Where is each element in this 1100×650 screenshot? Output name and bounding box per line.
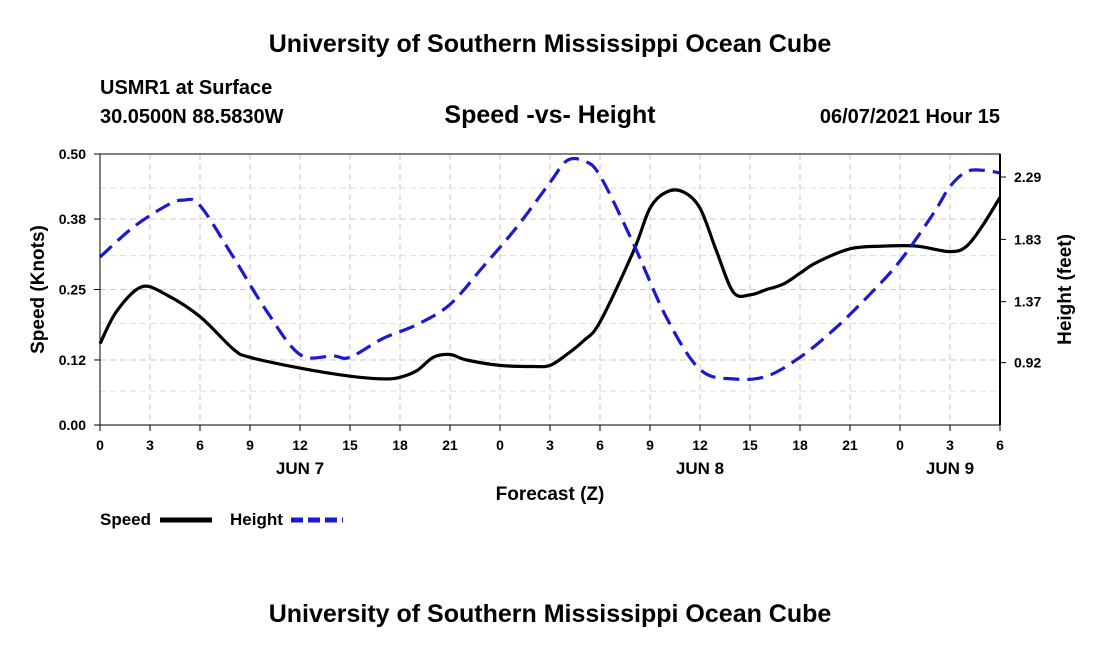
x-tick-label: 6 [196,437,204,453]
y2-tick-label: 0.92 [1014,355,1041,371]
footer-title: University of Southern Mississippi Ocean… [268,600,832,628]
x-tick-label: 3 [946,437,954,453]
x-tick-label: 3 [546,437,554,453]
x-tick-label: 0 [896,437,904,453]
grid-lines [100,154,1000,425]
y-tick-label: 0.00 [59,417,86,433]
day-label: JUN 8 [676,459,724,478]
x-tick-label: 6 [996,437,1004,453]
y2-tick-label: 2.29 [1014,169,1041,185]
y-tick-label: 0.50 [59,146,86,162]
y-tick-label: 0.12 [59,352,86,368]
station-coordinates: 30.0500N 88.5830W [100,106,284,128]
speed-series-line [98,188,1002,381]
y2-tick-label: 1.37 [1014,294,1041,310]
x-tick-label: 0 [496,437,504,453]
legend: Speed Height [100,510,343,529]
y2-axis-label: Height (feet) [1055,234,1076,345]
x-tick-label: 3 [146,437,154,453]
x-tick-label: 12 [292,437,308,453]
axis-ticks: 0 3 6 9 12 15 18 21 0 3 6 9 12 15 18 21 0 3 6 JUN 7 JUN 8 JUN… [59,146,1042,478]
x-tick-label: 21 [842,437,858,453]
x-tick-label: 18 [792,437,808,453]
legend-label-height: Height [230,510,283,529]
station-label: USMR1 at Surface [100,77,273,99]
x-tick-label: 6 [596,437,604,453]
x-tick-label: 12 [692,437,708,453]
x-tick-label: 9 [646,437,654,453]
x-tick-label: 9 [246,437,254,453]
y-tick-label: 0.38 [59,211,86,227]
x-tick-label: 21 [442,437,458,453]
y-tick-label: 0.25 [59,282,86,298]
y2-tick-label: 1.83 [1014,231,1041,247]
legend-label-speed: Speed [100,510,151,529]
y-axis-label: Speed (Knots) [28,225,49,354]
page-title: University of Southern Mississippi Ocean… [268,30,832,58]
height-series-line [98,156,1001,382]
day-label: JUN 9 [926,459,974,478]
chart-title: Speed -vs- Height [444,101,656,129]
day-label: JUN 7 [276,459,324,478]
x-tick-label: 15 [742,437,758,453]
forecast-datetime: 06/07/2021 Hour 15 [819,106,1000,128]
x-tick-label: 18 [392,437,408,453]
x-tick-label: 15 [342,437,358,453]
x-tick-label: 0 [96,437,104,453]
series-lines [98,156,1002,382]
x-axis-label: Forecast (Z) [496,484,605,505]
